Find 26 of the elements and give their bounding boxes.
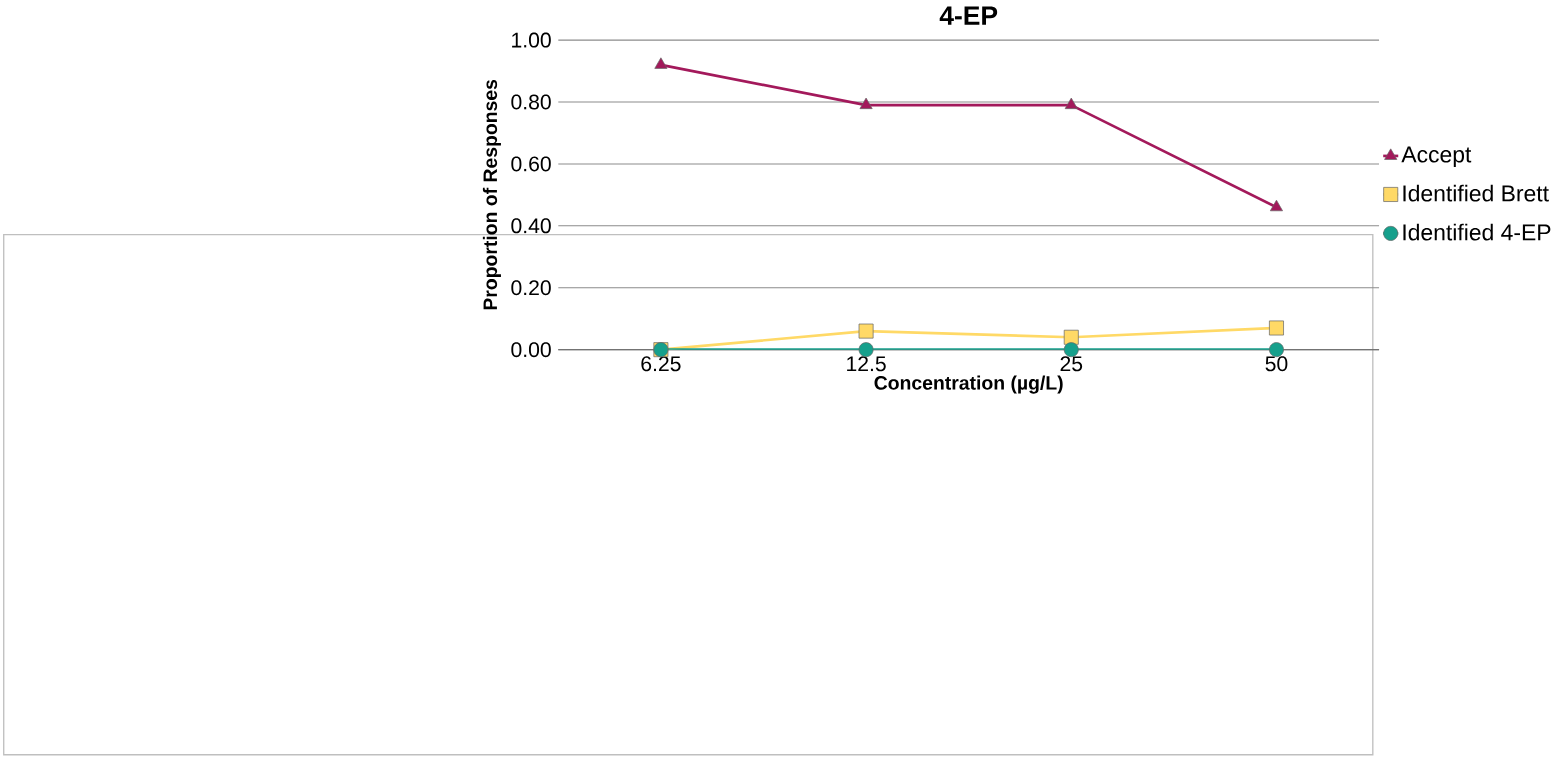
x-tick-label: 25 [1060, 356, 1083, 372]
x-axis-title: Concentration (µg/L) [874, 375, 1063, 394]
legend-label: Identified Brett [1403, 184, 1549, 202]
x-tick-label: 50 [1265, 356, 1288, 372]
y-tick-label: 0.00 [511, 341, 551, 357]
point [654, 57, 668, 69]
legend-label: Identified 4-EP [1403, 223, 1551, 241]
point [1063, 329, 1079, 345]
x-tick-label: 6.25 [641, 356, 681, 372]
point [858, 323, 874, 339]
y-tick-label: 0.60 [511, 156, 551, 172]
x-tick-label: 12.5 [847, 356, 886, 372]
y-axis-title: Proportion of Responses [482, 79, 501, 310]
point [1269, 320, 1284, 336]
y-tick-label: 0.40 [511, 218, 551, 234]
point [1063, 342, 1079, 357]
y-tick-label: 0.20 [511, 280, 551, 296]
point [1269, 199, 1283, 211]
chart-title: 4-EP [939, 6, 998, 25]
point [1269, 342, 1284, 357]
point [1064, 97, 1078, 109]
legend-label: Accept [1401, 146, 1472, 167]
y-tick-label: 1.00 [512, 32, 551, 48]
y-tick-label: 0.80 [511, 94, 551, 110]
point [858, 342, 874, 357]
point [859, 97, 873, 109]
